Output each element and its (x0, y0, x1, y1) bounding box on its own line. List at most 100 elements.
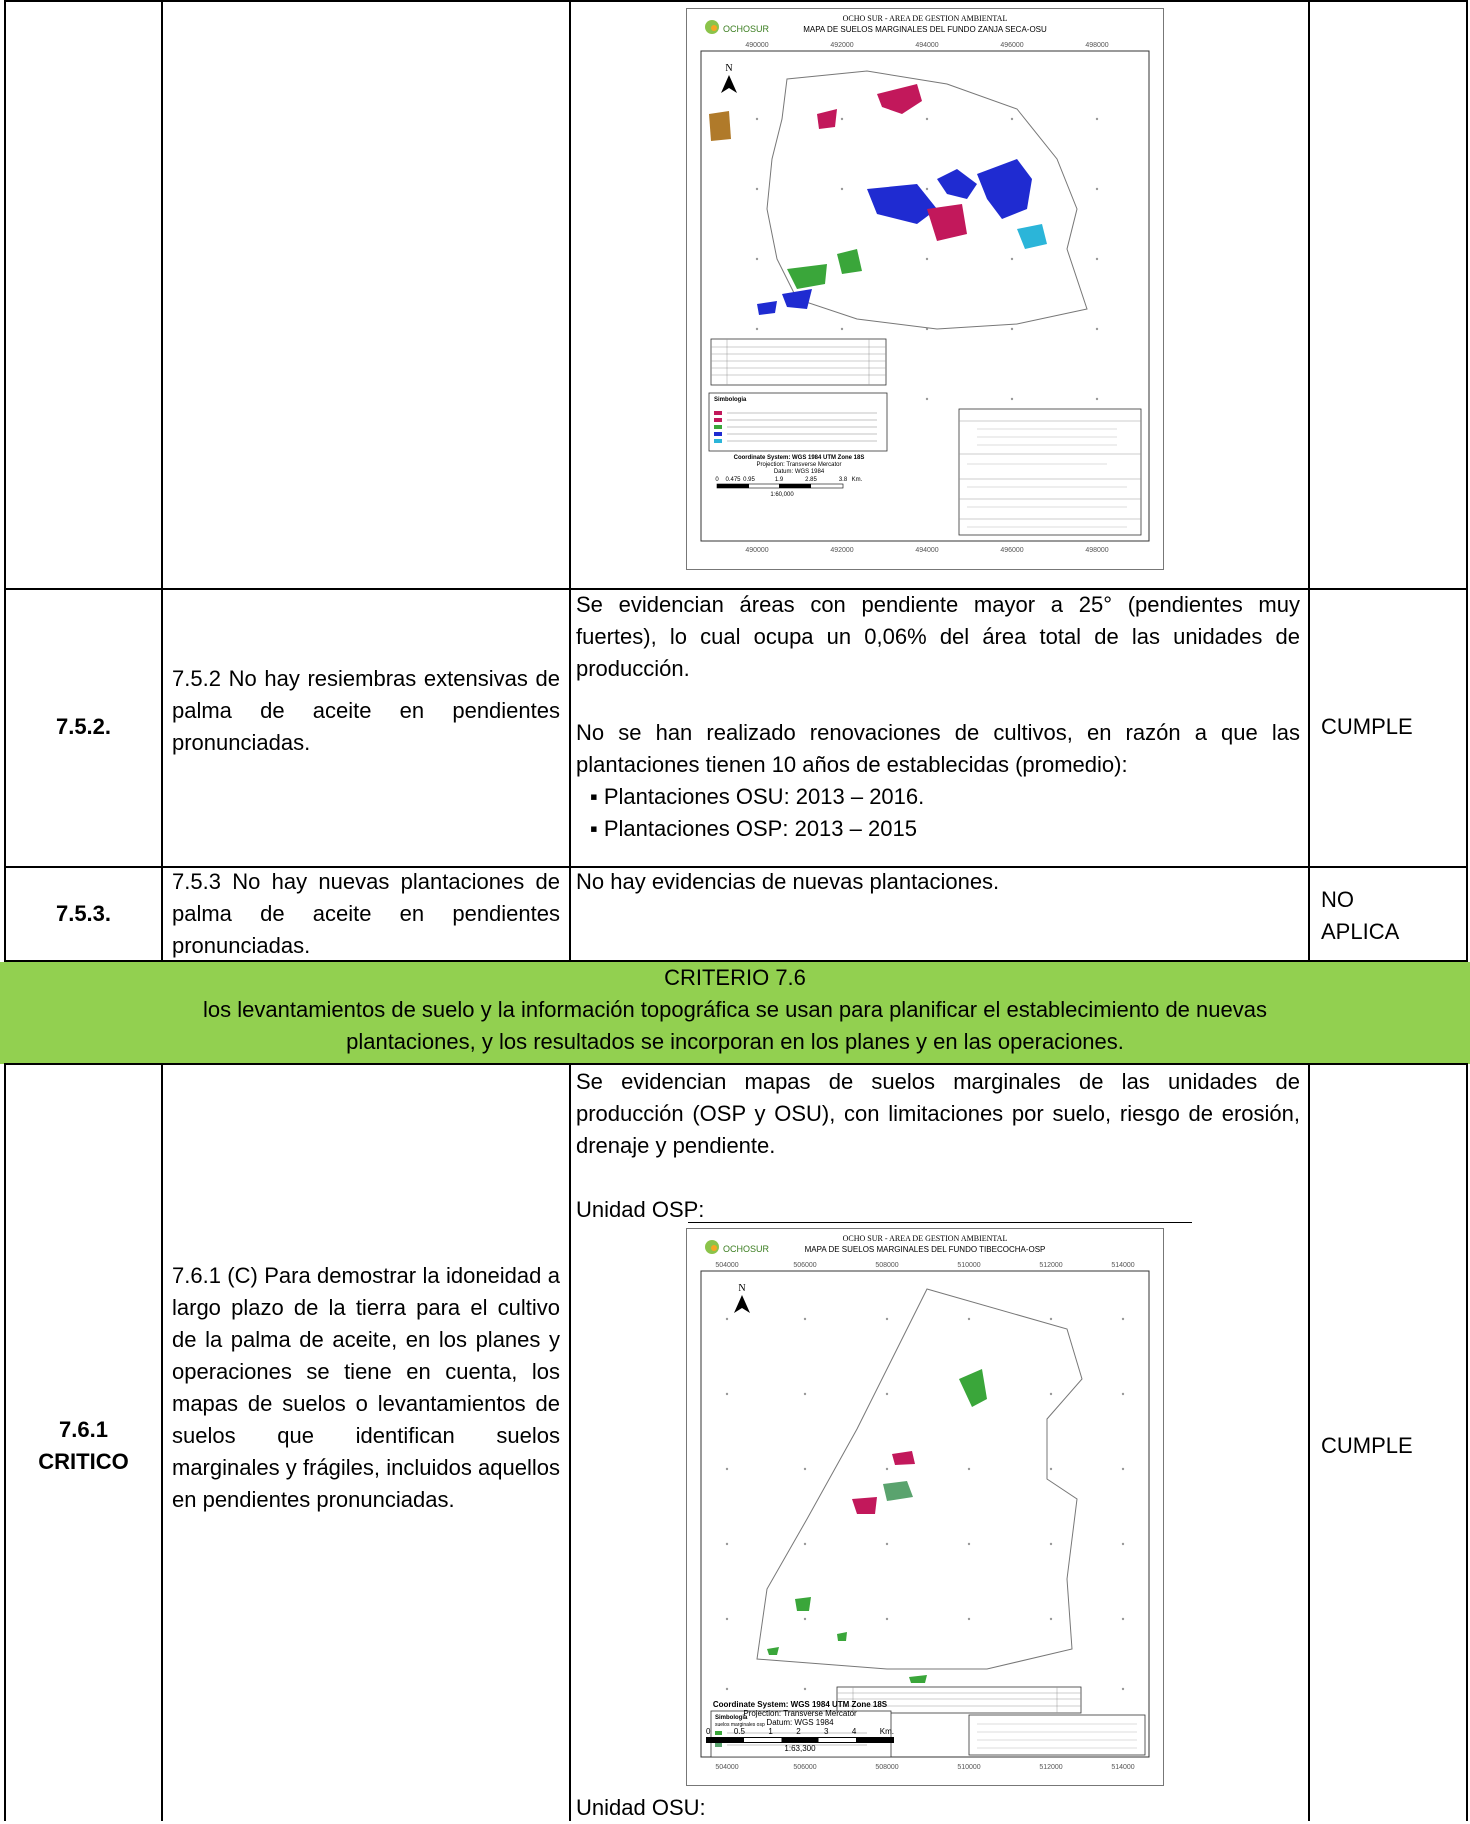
row-code: 7.6.1 (59, 1417, 108, 1442)
scale-unit: Km. (852, 477, 863, 483)
evidence-cell: Se evidencian áreas con pendiente mayor … (576, 589, 1300, 845)
x-tick: 490000 (745, 42, 768, 49)
col2-divider (569, 0, 571, 962)
row-divider (4, 866, 1468, 868)
scale-tick: 1 (768, 1727, 773, 1736)
logo-text: OCHOSUR (723, 24, 770, 34)
coord-system: Coordinate System: WGS 1984 UTM Zone 18S (712, 1700, 888, 1709)
scale-tick: 0.5 (733, 1727, 745, 1736)
indicator-text: 7.6.1 (C) Para demostrar la idoneidad a … (172, 1263, 560, 1512)
map-tibecocha-graphic: OCHOSUR OCHO SUR - AREA DE GESTION AMBIE… (700, 1234, 1150, 1771)
status-cumple: CUMPLE (1321, 714, 1413, 739)
legend-subtitle: suelos marginales osp (715, 1722, 765, 1728)
evidence-text: No hay evidencias de nuevas plantaciones… (576, 869, 1000, 894)
scale-unit: Km. (879, 1727, 894, 1736)
table-top-border (4, 0, 1466, 2)
col1-divider (161, 0, 163, 962)
table-left-border (4, 1063, 6, 1821)
x-tick: 504000 (715, 1764, 738, 1771)
scale-tick: 0.475 (725, 477, 741, 483)
row-divider (4, 588, 1468, 590)
evidence-paragraph: Se evidencian áreas con pendiente mayor … (576, 592, 1300, 681)
x-tick: 494000 (915, 42, 938, 49)
legend-title: Simbologia (715, 1715, 748, 1721)
scale-text: 1:60,000 (770, 492, 794, 498)
x-tick: 514000 (1111, 1764, 1134, 1771)
north-label: N (738, 1283, 745, 1294)
x-tick: 512000 (1039, 1262, 1062, 1269)
list-item: Plantaciones OSP: 2013 – 2015 (590, 813, 1300, 845)
x-tick: 492000 (830, 42, 853, 49)
projection: Projection: Transverse Mercator (743, 1709, 857, 1718)
criterio-band (0, 962, 1470, 1064)
x-tick: 512000 (1039, 1764, 1062, 1771)
x-tick: 490000 (745, 547, 768, 554)
row-code: 7.5.3. (55, 901, 112, 926)
map2-coord-block: Coordinate System: WGS 1984 UTM Zone 18S… (700, 1700, 900, 1753)
x-tick: 506000 (793, 1764, 816, 1771)
col1-divider (161, 1063, 163, 1821)
criterio-title: CRITERIO 7.6 (664, 965, 806, 990)
scale-tick: 2.85 (805, 477, 817, 483)
criterio-text-line: los levantamientos de suelo y la informa… (203, 997, 1267, 1022)
projection: Projection: Transverse Mercator (756, 462, 841, 468)
scale-tick: 0.95 (743, 477, 755, 483)
col2-divider (569, 1063, 571, 1821)
status-aplica: APLICA (1321, 919, 1400, 944)
datum: Datum: WGS 1984 (766, 1718, 834, 1727)
scale-tick: 1.9 (775, 477, 784, 483)
criterio-text-line: plantaciones, y los resultados se incorp… (346, 1029, 1124, 1054)
x-tick: 508000 (875, 1764, 898, 1771)
north-arrow-icon (734, 1295, 750, 1313)
row-divider (4, 1063, 1468, 1065)
x-tick: 498000 (1085, 42, 1108, 49)
row-code-critico: CRITICO (38, 1449, 129, 1474)
map-company: OCHO SUR - AREA DE GESTION AMBIENTAL (843, 14, 1008, 23)
x-tick: 506000 (793, 1262, 816, 1269)
status-no: NO (1321, 887, 1354, 912)
unit-osp-label: Unidad OSP: (576, 1197, 705, 1222)
legend-title: Simbologia (714, 397, 747, 403)
col3-divider (1308, 0, 1310, 962)
map-company: OCHO SUR - AREA DE GESTION AMBIENTAL (843, 1234, 1008, 1243)
scale-text: 1:63,300 (784, 1744, 816, 1753)
scale-tick: 4 (851, 1727, 857, 1736)
list-item: Plantaciones OSU: 2013 – 2016. (590, 781, 1300, 813)
scale-ticks: 0 0.5 1 2 3 4 Km. (700, 1727, 900, 1736)
x-tick: 498000 (1085, 547, 1108, 554)
scale-tick: 0 (706, 1727, 711, 1736)
x-tick: 508000 (875, 1262, 898, 1269)
scale-tick: 3.8 (839, 477, 848, 483)
row-code: 7.5.2. (55, 714, 112, 739)
table-right-border (1466, 1063, 1468, 1821)
col3-divider (1308, 1063, 1310, 1821)
scale-tick: 3 (824, 1727, 829, 1736)
indicator-text: 7.5.2 No hay resiembras extensivas de pa… (172, 666, 560, 755)
evidence-list: Plantaciones OSU: 2013 – 2016. Plantacio… (576, 781, 1300, 845)
x-tick: 496000 (1000, 547, 1023, 554)
scale-tick: 0 (715, 477, 719, 483)
coord-system: Coordinate System: WGS 1984 UTM Zone 18S (734, 455, 865, 461)
logo-text: OCHOSUR (723, 1244, 770, 1254)
scale-tick: 2 (796, 1727, 801, 1736)
x-tick: 496000 (1000, 42, 1023, 49)
x-tick: 492000 (830, 547, 853, 554)
map-title: MAPA DE SUELOS MARGINALES DEL FUNDO ZANJ… (803, 25, 1047, 34)
map-tibecocha: OCHOSUR OCHO SUR - AREA DE GESTION AMBIE… (686, 1228, 1164, 1786)
farm-boundary (766, 70, 1088, 330)
x-tick: 494000 (915, 547, 938, 554)
indicator-text: 7.5.3 No hay nuevas plantaciones de palm… (172, 869, 560, 958)
north-label: N (725, 63, 732, 74)
x-tick: 514000 (1111, 1262, 1134, 1269)
table-right-border (1466, 0, 1468, 962)
map-title: MAPA DE SUELOS MARGINALES DEL FUNDO TIBE… (805, 1245, 1046, 1254)
map-zanja-seca: OCHOSUR OCHO SUR - AREA DE GESTION AMBIE… (686, 8, 1164, 570)
north-arrow-icon (721, 75, 737, 93)
status-cumple: CUMPLE (1321, 1433, 1413, 1458)
x-tick: 504000 (715, 1262, 738, 1269)
table-left-border (4, 0, 6, 962)
row-divider (4, 960, 1468, 962)
scale-bar (706, 1737, 894, 1743)
farm-boundary (756, 1288, 1083, 1670)
x-tick: 510000 (957, 1764, 980, 1771)
